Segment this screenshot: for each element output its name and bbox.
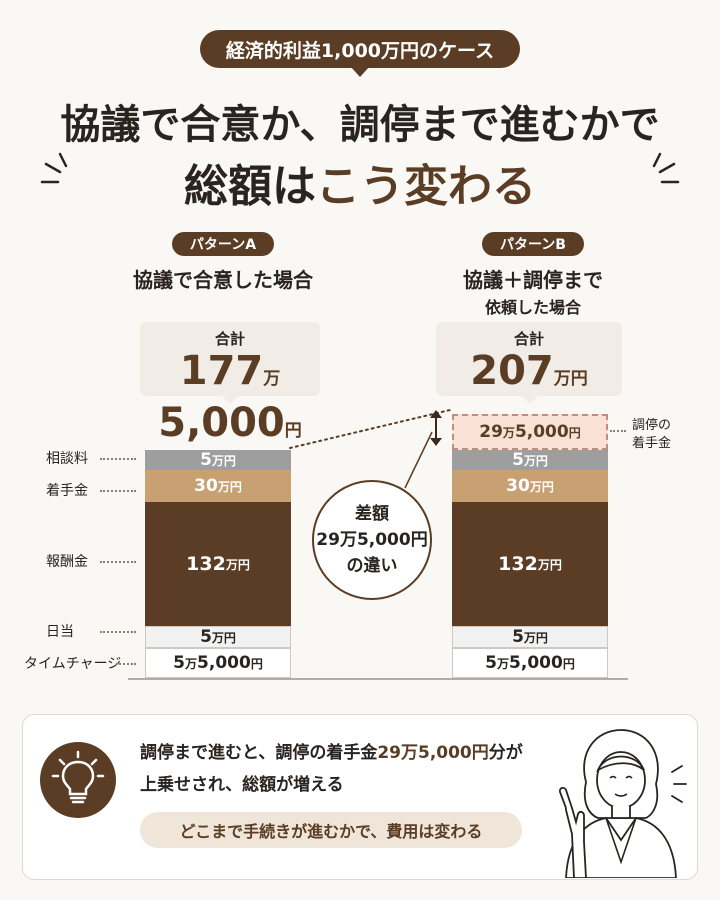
mediation-dots <box>610 430 626 432</box>
summary-line1-pre: 調停まで進むと、調停の着手金 <box>140 743 378 763</box>
case-label-pointer <box>350 66 370 77</box>
bar-segment-value: 29 <box>479 422 503 442</box>
bar-segment-value: 5 <box>485 653 498 673</box>
bar-segment-value: 5 <box>200 627 212 647</box>
bar-segment-unit: 万円 <box>529 479 554 494</box>
bar-segment-unit: 万 <box>497 656 510 671</box>
bar-segment-value: 5 <box>173 653 186 673</box>
bar-segment-unit-yen: 円 <box>568 425 581 440</box>
pattern-a-total-rest: 5,000 <box>158 400 285 446</box>
pattern-b-subtitle-line2: 依頼した場合 <box>484 298 581 317</box>
row-dots-reward <box>100 561 136 563</box>
bar-segment-b-1: 5 万円 <box>452 626 608 648</box>
left-emphasis-marks-icon <box>40 152 68 184</box>
bar-segment-unit-yen: 円 <box>250 656 263 671</box>
bar-segment-unit: 万円 <box>523 630 548 645</box>
pattern-b-total-pointer <box>522 396 538 404</box>
bar-segment-b-3: 30 万円 <box>452 470 608 502</box>
bar-segment-b-0: 5 万 5,000 円 <box>452 648 608 678</box>
bar-segment-value: 5 <box>512 450 524 470</box>
bar-segment-b-4: 5 万円 <box>452 450 608 470</box>
pattern-b-total-label: 合計 <box>513 330 544 348</box>
bar-segment-a-2: 132 万円 <box>145 502 291 626</box>
title-line1: 協議で合意か、調停まで進むかで <box>60 102 660 148</box>
mediation-label-line1: 調停の <box>632 418 672 433</box>
pattern-b-subtitle: 協議＋調停まで 依頼した場合 <box>400 266 666 322</box>
lightbulb-icon <box>51 750 105 804</box>
title-line2-accent: こう変わる <box>316 161 536 212</box>
row-label-reward: 報酬金 <box>46 554 88 570</box>
bar-segment-a-1: 5 万円 <box>145 626 291 648</box>
conclusion-pill: どこまで手続きが進むかで、費用は変わる <box>140 812 522 848</box>
bar-segment-unit: 万 <box>502 425 515 440</box>
pattern-b-subtitle-line1: 協議＋調停まで <box>463 268 603 292</box>
pattern-a-total-box: 合計 177万5,000円 <box>140 322 320 445</box>
bar-segment-value: 5 <box>200 450 212 470</box>
bar-segment-unit-yen: 円 <box>562 656 575 671</box>
bar-segment-unit: 万円 <box>523 453 548 468</box>
row-label-consultation: 相談料 <box>46 451 88 467</box>
summary-message-line2: 上乗せされ、総額が増える <box>140 775 344 795</box>
bar-segment-subvalue: 5,000 <box>514 422 569 442</box>
bar-segment-unit: 万円 <box>217 479 242 494</box>
lightbulb-badge <box>40 742 116 818</box>
pattern-a-total-pointer <box>222 396 238 404</box>
pattern-a-total-man: 177 <box>179 348 264 394</box>
summary-message-line1: 調停まで進むと、調停の着手金29万5,000円分が <box>140 738 523 768</box>
difference-line3: の違い <box>346 556 398 576</box>
pattern-b-tag: パターンB <box>482 232 584 256</box>
bar-segment-unit: 万円 <box>211 630 236 645</box>
row-dots-daily <box>100 631 136 633</box>
difference-amount: 29万5,000円 <box>316 530 428 550</box>
bar-segment-value: 5 <box>512 627 524 647</box>
row-dots-time-charge <box>116 663 136 665</box>
bar-segment-subvalue: 5,000 <box>197 653 251 673</box>
summary-line1-highlight: 29万5,000円 <box>377 743 489 763</box>
row-label-retainer: 着手金 <box>46 483 88 499</box>
case-label: 経済的利益1,000万円のケース <box>200 30 520 68</box>
bar-segment-b-2: 132 万円 <box>452 502 608 626</box>
stacked-cost-chart: 5 万 5,000 円 5 万円 132 万円 30 万円 5 万円 5 万 5,000 円 5 万円 132 万円 3… <box>0 400 720 700</box>
bar-segment-a-3: 30 万円 <box>145 470 291 502</box>
bar-segment-value: 132 <box>498 553 538 575</box>
bar-segment-unit: 万円 <box>211 453 236 468</box>
row-dots-consultation <box>100 458 136 460</box>
bar-segment-value: 30 <box>194 476 218 496</box>
row-label-daily: 日当 <box>46 624 74 640</box>
bar-segment-value: 30 <box>506 476 530 496</box>
pattern-b-total-man: 207 <box>470 348 554 394</box>
pattern-b-total-unit: 万円 <box>553 369 588 389</box>
bar-segment-unit: 万 <box>185 656 198 671</box>
bar-segment-unit: 万円 <box>537 557 562 572</box>
difference-line1: 差額 <box>355 504 389 524</box>
title-line2-pre: 総額は <box>184 161 316 212</box>
bar-segment-a-0: 5 万 5,000 円 <box>145 648 291 678</box>
bar-segment-value: 132 <box>186 553 226 575</box>
mediation-retainer-label: 調停の 着手金 <box>632 417 671 453</box>
chart-baseline <box>128 678 628 680</box>
mediation-label-line2: 着手金 <box>632 436 672 451</box>
pattern-a-total-label: 合計 <box>214 330 245 348</box>
bar-segment-unit: 万円 <box>225 557 250 572</box>
title-line2: 総額はこう変わる <box>0 150 720 214</box>
row-label-time-charge: タイムチャージ <box>24 656 122 672</box>
pattern-a-total-unit-man: 万 <box>263 369 281 389</box>
pattern-b-total-box: 合計 207万円 <box>436 322 622 396</box>
right-emphasis-marks-icon <box>652 152 680 184</box>
row-dots-retainer <box>100 490 136 492</box>
advisor-woman-illustration <box>558 729 687 878</box>
bar-segment-b-5: 29 万 5,000 円 <box>452 414 608 450</box>
bar-segment-a-4: 5 万円 <box>145 450 291 470</box>
pattern-b-total-value: 207万円 <box>436 349 622 401</box>
pattern-a-tag: パターンA <box>172 232 274 256</box>
pattern-a-subtitle: 協議で合意した場合 <box>133 268 313 292</box>
bar-segment-subvalue: 5,000 <box>509 653 563 673</box>
difference-callout: 差額 29万5,000円 の違い <box>312 480 432 600</box>
summary-line1-post: 分が <box>488 743 523 763</box>
